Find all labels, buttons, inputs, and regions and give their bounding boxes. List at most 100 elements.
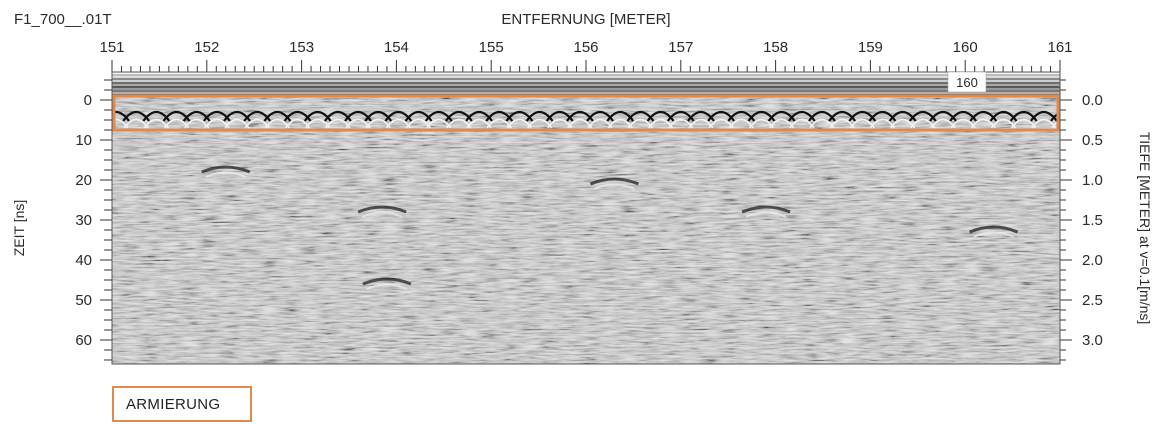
hyperbola-arc xyxy=(747,110,776,122)
hyperbola-arc xyxy=(989,110,1018,122)
surface-band xyxy=(112,74,1060,77)
y-tick-group-time: 0 10 20 30 40 50 60 xyxy=(75,79,112,361)
y-tick-label-depth: 0.0 xyxy=(1082,92,1103,109)
surface-band xyxy=(112,78,1060,81)
hyperbola-arc xyxy=(142,110,171,122)
hyperbola-arc xyxy=(243,110,272,122)
surface-band xyxy=(112,80,1060,83)
surface-band xyxy=(112,86,1060,89)
surface-band xyxy=(112,76,1060,79)
hyperbola-arc xyxy=(182,110,211,122)
hyperbola-arc xyxy=(787,110,816,122)
hyperbola-arc xyxy=(545,110,574,122)
legend-label: ARMIERUNG xyxy=(126,395,221,413)
reflection-streak xyxy=(362,277,412,286)
marker-label-box: 160 xyxy=(947,71,987,93)
hyperbola-arc-echo xyxy=(1051,119,1060,129)
hyperbola-arc xyxy=(303,110,332,122)
y-axis-label-depth: TIEFE [METER] at v=0.1[m/ns] xyxy=(1137,132,1153,325)
y-axis-label-time: ZEIT [ns] xyxy=(11,200,27,257)
hyperbola-arc xyxy=(828,110,857,122)
y-tick-label-time: 30 xyxy=(75,212,92,229)
reflection-streak-echo xyxy=(361,211,403,218)
hyperbola-arc xyxy=(908,110,937,122)
y-tick-label-time: 50 xyxy=(75,292,92,309)
x-tick-label: 151 xyxy=(99,39,124,56)
hyperbola-arc xyxy=(505,110,534,122)
hyperbola-arc xyxy=(162,110,191,122)
hyperbola-arc xyxy=(929,110,957,122)
hyperbola-arc xyxy=(1009,110,1038,122)
reflection-streak-echo xyxy=(205,171,247,178)
hyperbola-arc xyxy=(485,110,514,122)
hyperbola-arc xyxy=(1050,111,1060,122)
y-tick-label-time: 10 xyxy=(75,132,92,149)
x-tick-label: 153 xyxy=(289,39,314,56)
hyperbola-arc xyxy=(424,110,453,122)
x-tick-label: 156 xyxy=(573,39,598,56)
hyperbola-arc xyxy=(566,110,594,122)
hyperbola-arc xyxy=(202,110,231,122)
reflection-streak xyxy=(969,225,1019,234)
surface-band xyxy=(112,72,1060,75)
hyperbola-arc xyxy=(323,110,352,122)
armierung-highlight xyxy=(112,94,1060,132)
hyperbola-arc xyxy=(384,110,413,122)
x-tick-label: 154 xyxy=(384,39,409,56)
rebar-hyperbolas xyxy=(112,110,1060,129)
reflection-streak-echo xyxy=(366,283,408,290)
reflection-streak xyxy=(357,205,407,214)
reflection-streak-echo xyxy=(594,183,635,190)
legend-armierung: ARMIERUNG xyxy=(112,386,252,422)
x-tick-group: 151 152 153 154 155 156 157 158 159 160 161 xyxy=(99,39,1073,72)
hyperbola-arc xyxy=(848,110,877,122)
deep-reflections xyxy=(201,165,1019,290)
hyperbola-arc xyxy=(283,110,312,122)
hyperbola-arc xyxy=(868,110,897,122)
x-tick-label: 159 xyxy=(858,39,883,56)
surface-band xyxy=(112,88,1060,91)
hyperbola-arc xyxy=(112,110,130,122)
y-tick-label-depth: 1.0 xyxy=(1082,172,1103,189)
x-tick-label: 158 xyxy=(763,39,788,56)
hyperbola-arc xyxy=(1029,110,1058,122)
y-tick-label-depth: 0.5 xyxy=(1082,132,1103,149)
hyperbola-arc xyxy=(122,110,151,122)
file-label: F1_700__.01T xyxy=(14,11,112,28)
hyperbola-arc xyxy=(767,110,796,122)
hyperbola-arc xyxy=(606,110,635,122)
hyperbola-arc xyxy=(666,110,695,122)
surface-band xyxy=(112,82,1060,85)
hyperbola-arc xyxy=(808,110,836,122)
x-tick-label: 161 xyxy=(1047,39,1072,56)
surface-band xyxy=(112,92,1060,95)
hyperbola-arc xyxy=(525,110,554,122)
reflection-streak xyxy=(741,205,791,214)
reflection-streak-echo xyxy=(973,231,1015,238)
hyperbola-arc xyxy=(707,110,735,122)
plot-area xyxy=(112,72,1060,364)
hyperbola-arc xyxy=(223,110,251,122)
reflection-streak xyxy=(589,177,640,186)
surface-band xyxy=(112,84,1060,87)
y-tick-label-time: 0 xyxy=(84,92,92,109)
y-tick-label-time: 60 xyxy=(75,332,92,349)
hyperbola-arc xyxy=(344,110,372,122)
hyperbola-arc xyxy=(949,110,978,122)
hyperbola-arc xyxy=(586,110,614,122)
y-tick-label-time: 40 xyxy=(75,252,92,269)
surface-bands xyxy=(112,72,1060,97)
x-tick-label: 155 xyxy=(479,39,504,56)
radargram-texture-overlay xyxy=(112,72,1060,364)
y-tick-label-time: 20 xyxy=(75,172,92,189)
x-tick-label: 157 xyxy=(668,39,693,56)
y-tick-label-depth: 3.0 xyxy=(1082,332,1103,349)
hyperbola-arc xyxy=(465,110,493,122)
hyperbola-arc xyxy=(626,110,655,122)
y-tick-group-depth: 0.0 0.5 1.0 1.5 2.0 2.5 3.0 xyxy=(1060,79,1103,361)
reflection-streak xyxy=(201,165,251,174)
hyperbola-arc xyxy=(404,110,433,122)
plot-frame xyxy=(111,71,1061,365)
surface-band xyxy=(112,90,1060,93)
